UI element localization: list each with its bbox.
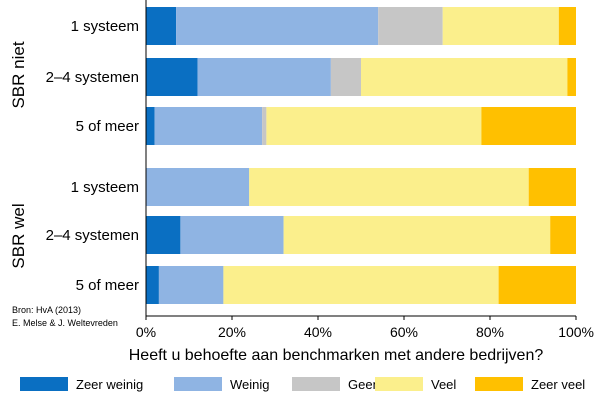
bar-segment-veel bbox=[442, 7, 559, 45]
y-tick-labels: 1 systeem 2–4 systemen 5 of meer 1 systeem 2… bbox=[46, 18, 139, 294]
legend-swatch-zeer-veel bbox=[475, 377, 523, 391]
bar-segment-weinig bbox=[197, 58, 331, 96]
bar-segment-weinig bbox=[154, 107, 263, 145]
legend-swatch-zeer-weinig bbox=[20, 377, 68, 391]
bar-segment-weinig bbox=[146, 168, 250, 206]
bar-segment-zeer-weinig bbox=[146, 7, 177, 45]
bar-segment-zeer-weinig bbox=[146, 266, 159, 304]
y-tick-label: 2–4 systemen bbox=[46, 227, 139, 244]
legend-swatch-weinig bbox=[174, 377, 222, 391]
bar-segment-zeer-weinig bbox=[146, 216, 181, 254]
x-tick-labels: 0% 20% 40% 60% 80% 100% bbox=[136, 316, 594, 340]
bar-segment-veel bbox=[249, 168, 529, 206]
bar-segment-zeer-veel bbox=[558, 7, 576, 45]
bar-segment-veel bbox=[361, 58, 568, 96]
bar-segment-geen bbox=[262, 107, 267, 145]
bar-segment-weinig bbox=[158, 266, 224, 304]
y-tick-label: 5 of meer bbox=[76, 277, 139, 294]
legend-label-veel: Veel bbox=[431, 377, 456, 392]
y-tick-label: 2–4 systemen bbox=[46, 69, 139, 86]
bar-segment-zeer-veel bbox=[481, 107, 576, 145]
y-tick-label: 1 systeem bbox=[71, 18, 139, 35]
legend-swatch-veel bbox=[375, 377, 423, 391]
x-tick-label: 80% bbox=[476, 324, 504, 340]
source-line-1: Bron: HvA (2013) bbox=[12, 305, 81, 315]
legend-label-weinig: Weinig bbox=[230, 377, 270, 392]
bar-segment-zeer-veel bbox=[550, 216, 576, 254]
x-tick-label: 100% bbox=[558, 324, 594, 340]
legend-label-geen: Geen bbox=[348, 377, 380, 392]
x-tick-label: 0% bbox=[136, 324, 156, 340]
group-labels: SBR niet SBR wel bbox=[9, 41, 28, 268]
y-tick-label: 1 systeem bbox=[71, 179, 139, 196]
legend: Zeer weinig Weinig Geen Veel Zeer veel bbox=[20, 377, 585, 392]
bars-layer bbox=[146, 7, 576, 304]
bar-segment-veel bbox=[266, 107, 482, 145]
group-label: SBR niet bbox=[9, 41, 28, 108]
bar-segment-zeer-weinig bbox=[146, 107, 155, 145]
legend-label-zeer-weinig: Zeer weinig bbox=[76, 377, 143, 392]
x-tick-label: 20% bbox=[218, 324, 246, 340]
x-axis-label: Heeft u behoefte aan benchmarken met and… bbox=[129, 347, 544, 364]
bar-segment-zeer-veel bbox=[567, 58, 576, 96]
x-tick-label: 40% bbox=[304, 324, 332, 340]
y-tick-label: 5 of meer bbox=[76, 118, 139, 135]
group-label: SBR wel bbox=[9, 203, 28, 268]
x-tick-label: 60% bbox=[390, 324, 418, 340]
bar-segment-zeer-weinig bbox=[146, 58, 198, 96]
legend-label-zeer-veel: Zeer veel bbox=[531, 377, 585, 392]
bar-segment-weinig bbox=[180, 216, 284, 254]
bar-segment-geen bbox=[330, 58, 361, 96]
source-line-2: E. Melse & J. Weltevreden bbox=[12, 318, 118, 328]
bar-segment-weinig bbox=[176, 7, 379, 45]
bar-segment-veel bbox=[223, 266, 499, 304]
bar-segment-geen bbox=[378, 7, 443, 45]
bar-segment-veel bbox=[283, 216, 551, 254]
bar-segment-zeer-veel bbox=[498, 266, 576, 304]
bar-segment-zeer-veel bbox=[528, 168, 576, 206]
legend-swatch-geen bbox=[292, 377, 340, 391]
